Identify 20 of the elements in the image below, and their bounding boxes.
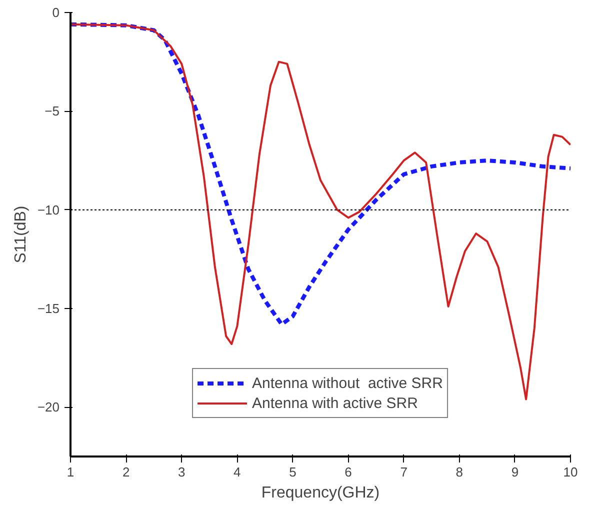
x-tick-label: 9 [511,464,519,480]
x-tick-label: 4 [234,464,241,480]
y-tick-label: −10 [37,202,60,218]
legend-label: Antenna with active SRR [252,394,418,412]
x-tick-label: 8 [456,464,464,480]
y-axis-title: S11(dB) [12,206,30,264]
x-tick-label: 6 [344,464,352,480]
x-tick-label: 10 [563,464,578,480]
y-tick-label: −20 [37,400,60,415]
y-tick-label: −15 [37,301,60,316]
x-tick-label: 1 [66,464,74,480]
x-tick-label: 7 [400,464,408,480]
y-tick-label: 0 [52,5,60,20]
line-series [70,22,570,326]
x-tick-label: 2 [122,464,130,480]
legend-label: Antenna without active SRR [252,374,443,392]
x-tick-label: 5 [289,464,296,480]
y-tick-label: −5 [44,104,60,119]
x-axis-title: Frequency(GHz) [261,484,380,502]
x-tick-label: 3 [178,464,186,480]
